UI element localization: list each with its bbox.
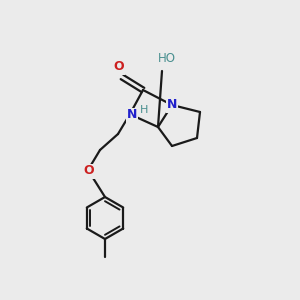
Text: N: N	[167, 98, 177, 112]
Text: O: O	[84, 164, 94, 178]
Text: H: H	[140, 105, 148, 115]
Text: O: O	[114, 61, 124, 74]
Text: N: N	[127, 109, 137, 122]
Text: HO: HO	[158, 52, 176, 65]
